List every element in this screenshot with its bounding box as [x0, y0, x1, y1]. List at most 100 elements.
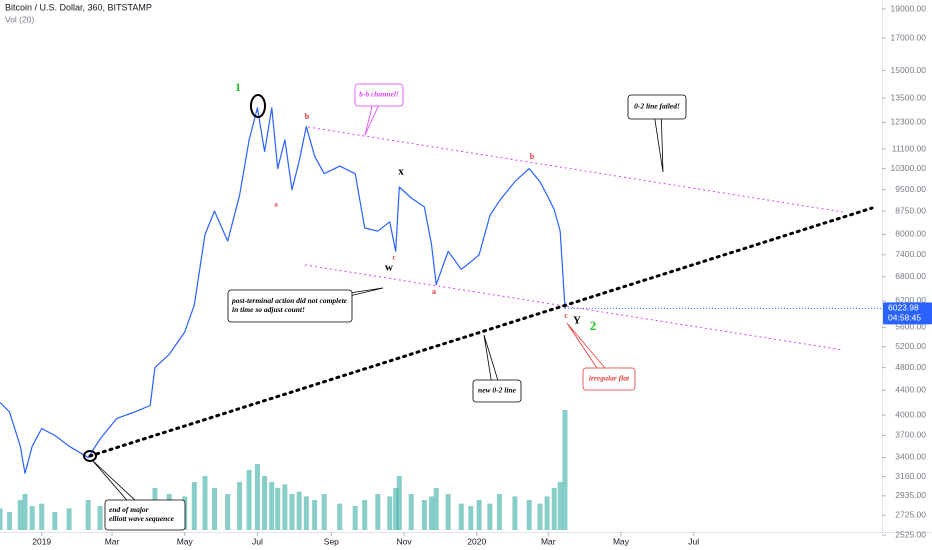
- volume-bar: [246, 470, 252, 530]
- volume-bar: [282, 484, 288, 530]
- volume-bar: [254, 464, 260, 530]
- callout-box: [354, 83, 404, 107]
- price-layer: [0, 107, 566, 474]
- y-tick-label: 2935.00: [895, 490, 926, 500]
- volume-bar: [202, 476, 208, 530]
- y-tick-label: 4000.00: [895, 409, 926, 419]
- volume-bar: [421, 500, 427, 530]
- volume-bar: [66, 508, 72, 530]
- y-tick-label: 8000.00: [895, 229, 926, 239]
- callout-text: irregular flat: [589, 374, 630, 383]
- price-line: [0, 107, 566, 474]
- y-tick-label: 3400.00: [895, 452, 926, 462]
- volume-bar: [458, 503, 464, 530]
- x-tick-label: 2020: [467, 536, 486, 546]
- volume-bar: [393, 488, 399, 530]
- volume-bar: [269, 482, 275, 530]
- volume-bar: [289, 494, 295, 530]
- channel-upper: [307, 126, 844, 213]
- wave-label: c: [392, 254, 395, 262]
- y-tick-label: 17000.00: [891, 32, 927, 42]
- volume-bar: [375, 494, 381, 530]
- volume-bar: [312, 500, 318, 530]
- volume-bar: [262, 476, 268, 530]
- y-tick-label: 6800.00: [895, 271, 926, 281]
- wave-label: c: [564, 311, 568, 320]
- volume-bar: [496, 494, 502, 530]
- volume-layer: [0, 410, 568, 530]
- volume-bar: [212, 488, 218, 530]
- bottom-circle: [83, 450, 97, 462]
- callout-text: 0-2 line failed!: [634, 102, 680, 111]
- callout-text: b-b channel!: [359, 90, 399, 99]
- y-tick-label: 3160.00: [895, 471, 926, 481]
- volume-bar: [29, 506, 35, 530]
- volume-bar: [476, 500, 482, 530]
- y-tick-label: 15000.00: [891, 65, 927, 75]
- volume-bar: [191, 482, 197, 530]
- y-tick-label: 2525.00: [895, 529, 926, 539]
- x-tick-label: Nov: [396, 536, 412, 546]
- volume-bar: [352, 506, 358, 530]
- x-tick-label: Jul: [688, 536, 699, 546]
- wave-label: a: [432, 287, 436, 296]
- callout-text: end of major: [109, 505, 149, 514]
- last-price-label: 6023.98: [888, 303, 919, 313]
- volume-bar: [52, 512, 58, 530]
- y-tick-label: 8750.00: [895, 205, 926, 215]
- callout-box: [472, 379, 522, 403]
- volume-bar: [537, 503, 543, 530]
- last-price-tag: [883, 302, 932, 325]
- volume-bar: [468, 506, 474, 530]
- wave-label: b: [530, 152, 535, 161]
- x-tick-label: Jul: [252, 536, 263, 546]
- wave-label: Y: [573, 315, 581, 327]
- x-tick-label: May: [177, 536, 194, 546]
- y-tick-label: 13500.00: [891, 92, 927, 102]
- callout-box: [104, 499, 186, 531]
- volume-bar: [408, 494, 414, 530]
- indicator-label: Vol (20): [5, 14, 34, 24]
- volume-bar: [512, 496, 518, 530]
- volume-bar: [275, 488, 281, 530]
- y-tick-label: 5600.00: [895, 322, 926, 332]
- callout-text: elliott wave sequence: [109, 514, 175, 523]
- volume-bar: [557, 482, 563, 530]
- x-tick-label: Mar: [105, 536, 120, 546]
- volume-bar: [225, 494, 231, 530]
- wave-label: 2: [590, 318, 597, 333]
- chart-title: Bitcoin / U.S. Dollar, 360, BITSTAMP: [5, 2, 152, 12]
- y-tick-label: 19000.00: [891, 3, 927, 13]
- y-tick-label: 3700.00: [895, 430, 926, 440]
- y-tick-label: 12300.00: [891, 117, 927, 127]
- callout-text: post-terminal action did not complete: [231, 296, 348, 305]
- y-tick-label: 10300.00: [891, 163, 927, 173]
- volume-bar: [445, 494, 451, 530]
- volume-bar: [487, 503, 493, 530]
- volume-bar: [362, 500, 368, 530]
- volume-bar: [544, 496, 550, 530]
- volume-bar: [303, 496, 309, 530]
- volume-bar: [296, 491, 302, 530]
- y-tick-label: 2725.00: [895, 509, 926, 519]
- y-tick-label: 9500.00: [895, 184, 926, 194]
- volume-bar: [337, 503, 343, 530]
- callout-text: new 0-2 line: [478, 386, 517, 395]
- volume-bar: [39, 503, 45, 530]
- wave-label: a: [274, 201, 278, 209]
- countdown-label: 04:58:45: [888, 313, 921, 323]
- volume-bar: [85, 500, 91, 530]
- y-tick-label: 6200.00: [895, 295, 926, 305]
- x-tick-label: Sep: [324, 536, 339, 546]
- volume-bar: [428, 496, 434, 530]
- top-circle: [250, 94, 266, 118]
- callout-box: [627, 94, 687, 120]
- callout-box: [582, 367, 636, 391]
- volume-bar: [396, 476, 402, 530]
- y-tick-label: 4800.00: [895, 362, 926, 372]
- volume-bar: [433, 488, 439, 530]
- wave-label: 1: [235, 80, 241, 94]
